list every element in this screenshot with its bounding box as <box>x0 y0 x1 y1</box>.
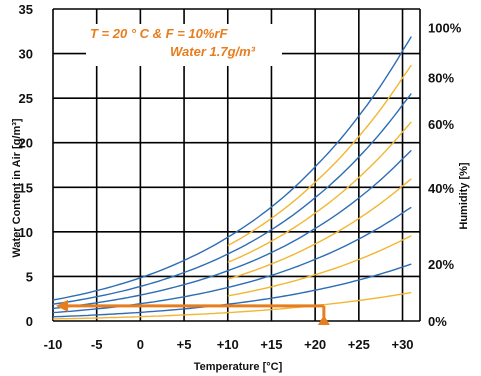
y-tick-label: 0 <box>26 314 33 329</box>
annotation-line-1: T = 20 ° C & F = 10%rF <box>90 26 228 41</box>
right-tick-label: 0% <box>428 314 447 329</box>
annotation-arrowhead-down <box>317 315 330 325</box>
y-tick-label: 35 <box>19 2 33 17</box>
curve-90pct <box>227 64 412 247</box>
annotation-box <box>86 24 282 66</box>
axis-ticks: -10 -5 0 +5 +10 +15 +20 +25 +30 0 5 10 15 20 25 30 35 0% 2… <box>19 2 462 352</box>
y-tick-label: 10 <box>19 225 33 240</box>
right-tick-label: 100% <box>428 21 462 36</box>
right-tick-label: 40% <box>428 181 454 196</box>
curve-50pct <box>227 178 412 280</box>
curve-10pct <box>52 291 412 320</box>
annotation-line-2: Water 1.7g/m³ <box>170 44 256 59</box>
curve-80pct <box>52 93 412 305</box>
y-tick-label: 20 <box>19 136 33 151</box>
right-tick-label: 20% <box>428 257 454 272</box>
x-tick-label: +25 <box>348 337 370 352</box>
y-tick-label: 25 <box>19 91 33 106</box>
annotation-arrowhead-left <box>56 299 68 312</box>
x-tick-label: +10 <box>217 337 239 352</box>
x-tick-label: -10 <box>44 337 63 352</box>
y-tick-label: 30 <box>19 47 33 62</box>
y-axis-title-left: Water Content in Air [g/m³] <box>11 118 23 257</box>
y-axis-title-right: Humidity [%] <box>458 162 470 230</box>
x-tick-label: +30 <box>391 337 413 352</box>
curve-20pct <box>52 263 412 318</box>
x-tick-label: 0 <box>137 337 144 352</box>
curve-70pct <box>227 121 412 263</box>
curve-100pct <box>52 36 412 301</box>
curve-60pct <box>52 149 412 310</box>
humidity-curves <box>52 36 412 320</box>
x-tick-label: +20 <box>304 337 326 352</box>
y-tick-label: 15 <box>19 180 33 195</box>
annotation-marks <box>56 299 330 325</box>
x-tick-label: +5 <box>177 337 192 352</box>
x-axis-title: Temperature [°C] <box>194 361 283 373</box>
right-tick-label: 60% <box>428 117 454 132</box>
right-tick-label: 80% <box>428 71 454 86</box>
y-tick-label: 5 <box>26 269 33 284</box>
x-tick-label: +15 <box>260 337 282 352</box>
x-tick-label: -5 <box>91 337 103 352</box>
curve-30pct <box>227 235 412 297</box>
